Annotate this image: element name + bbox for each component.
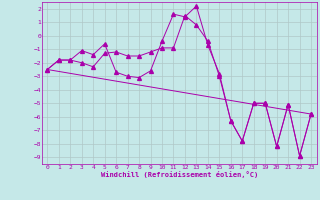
X-axis label: Windchill (Refroidissement éolien,°C): Windchill (Refroidissement éolien,°C) [100, 171, 258, 178]
